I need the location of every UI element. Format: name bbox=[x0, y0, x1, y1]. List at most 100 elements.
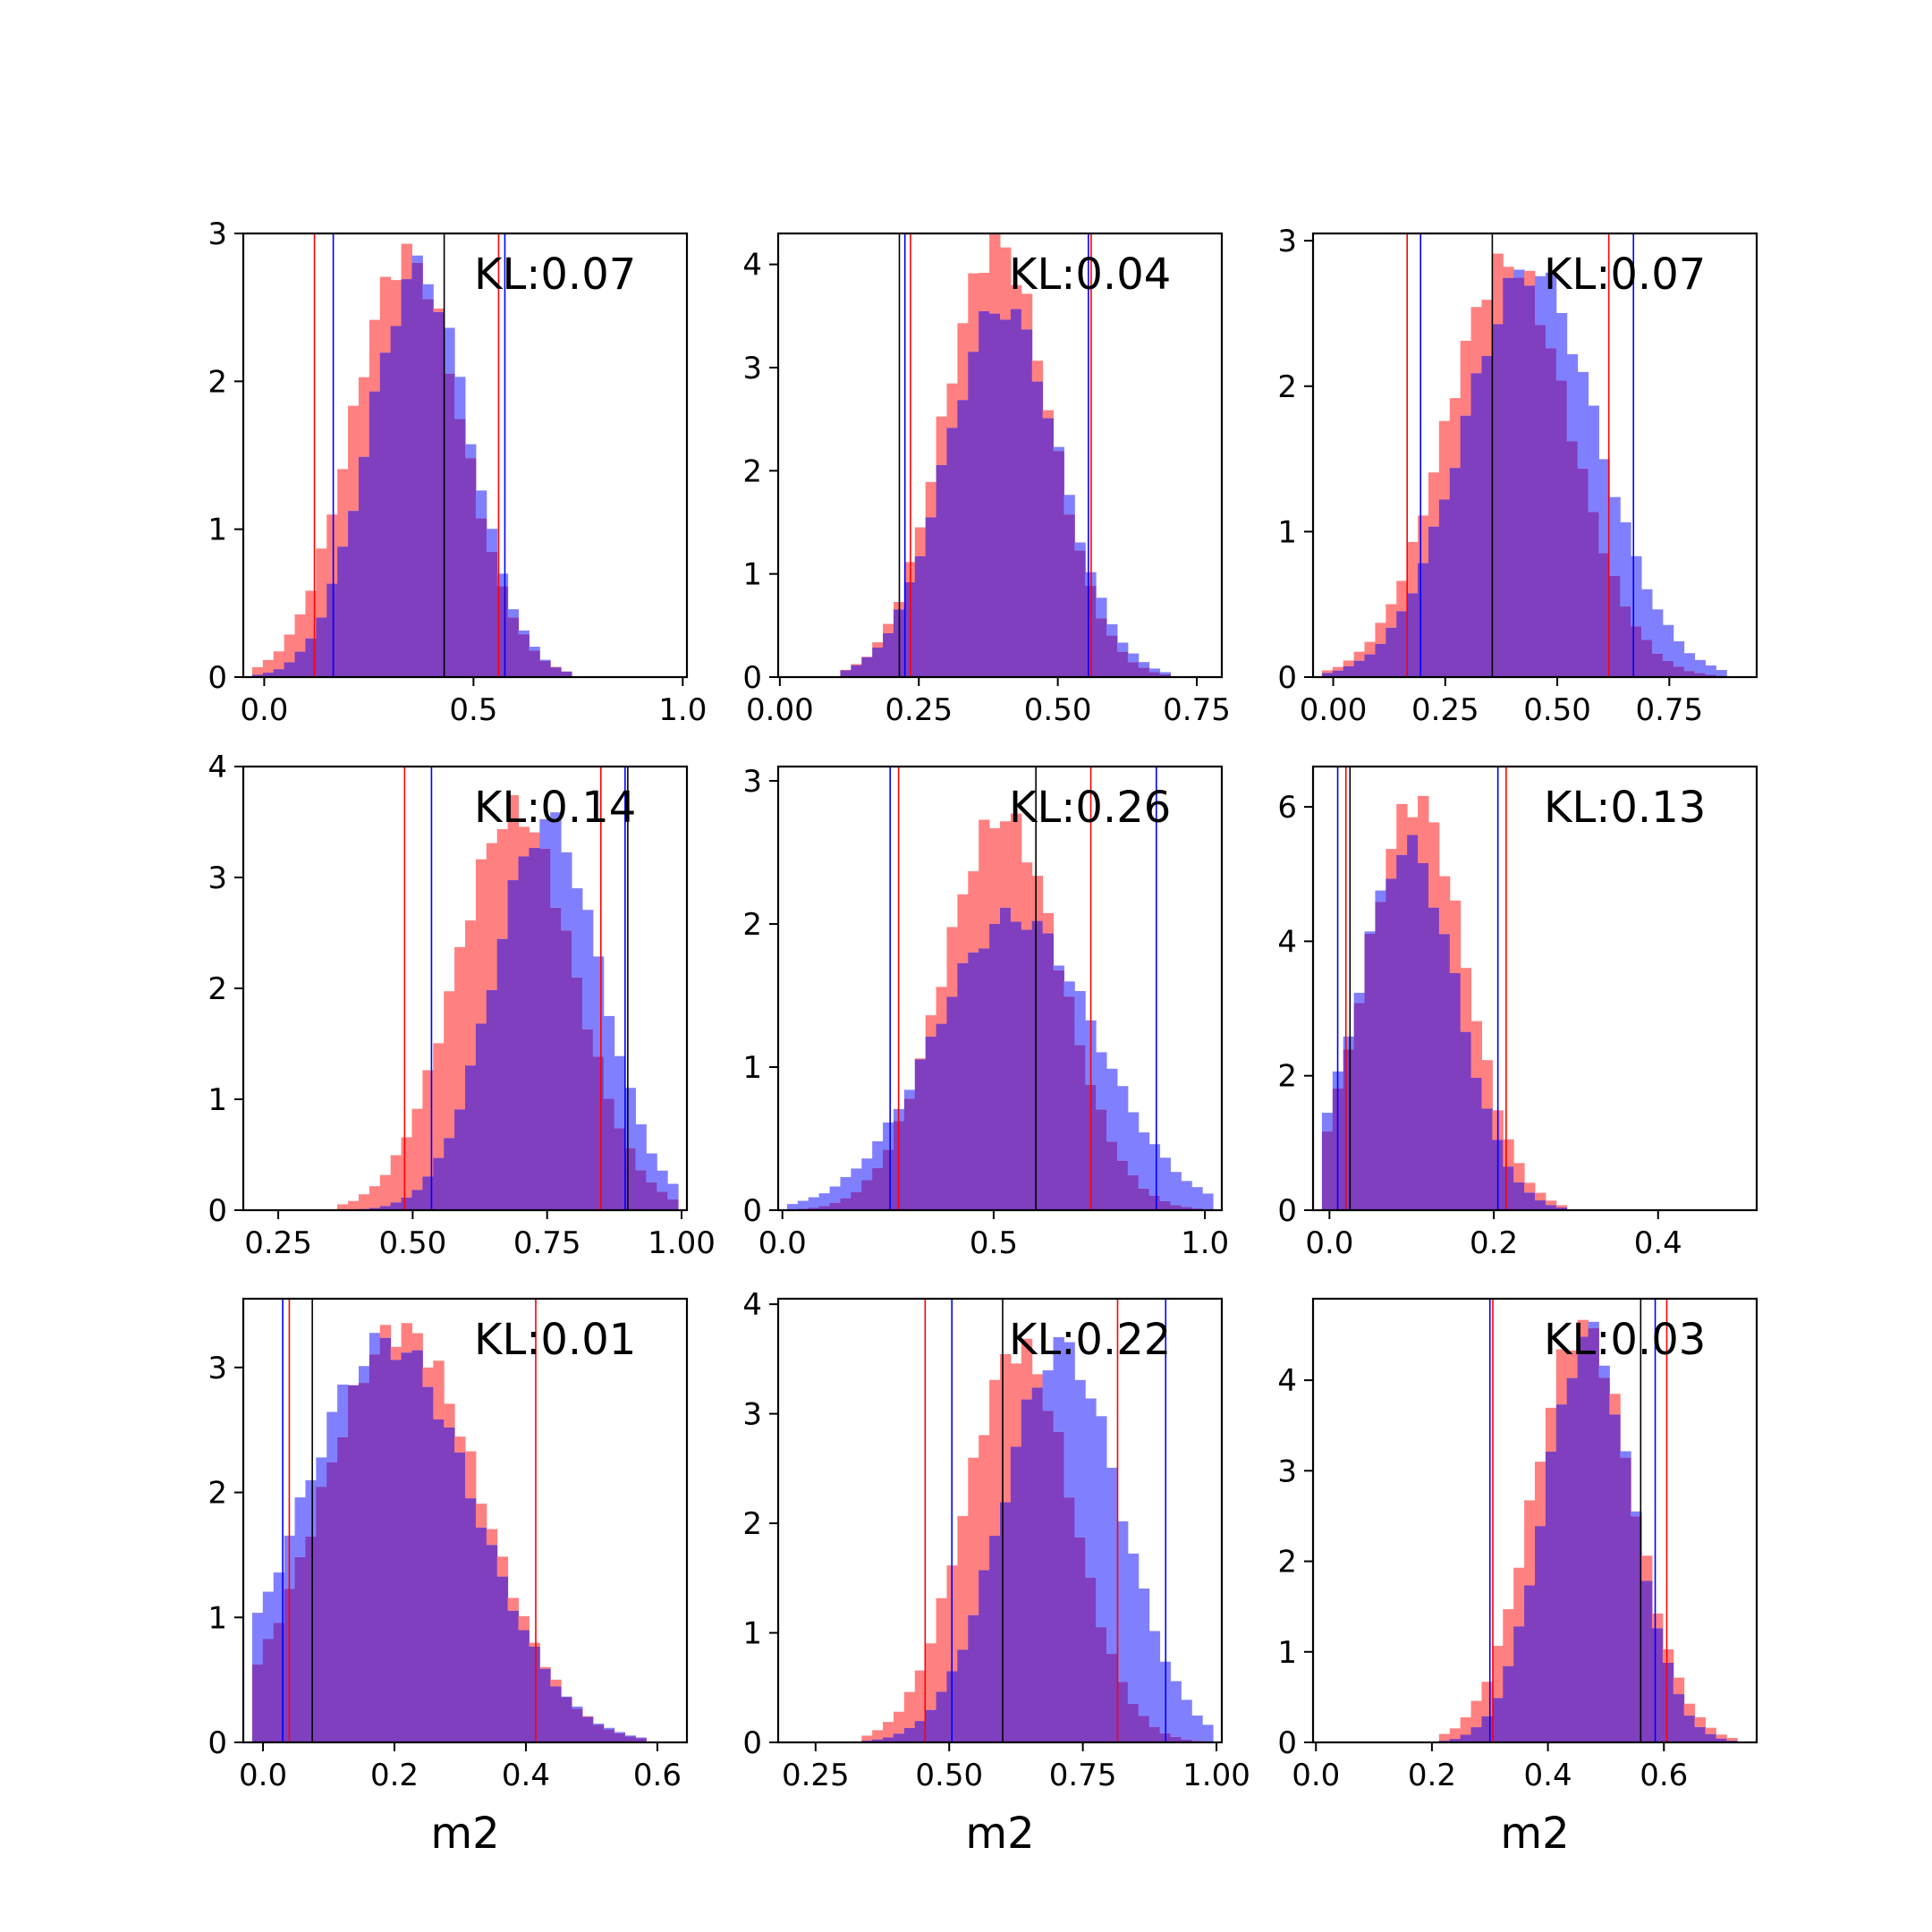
hist-bar-top bbox=[1588, 405, 1599, 513]
hist-bar-overlap bbox=[1116, 1682, 1129, 1742]
hist-bar-top bbox=[1609, 1394, 1621, 1415]
hist-bar-overlap bbox=[1598, 1377, 1610, 1742]
hist-bar-top bbox=[507, 1597, 520, 1611]
hist-bar-top bbox=[1460, 340, 1472, 416]
y-tick-label: 2 bbox=[1277, 1059, 1297, 1095]
hist-bar-overlap bbox=[1481, 356, 1493, 677]
hist-bar-overlap bbox=[903, 581, 916, 677]
hist-bar-top bbox=[1470, 1021, 1482, 1078]
hist-bar-overlap bbox=[861, 1180, 873, 1210]
hist-bar-overlap bbox=[1620, 1457, 1631, 1742]
hist-bar-top bbox=[390, 1155, 402, 1203]
y-tick-label: 1 bbox=[742, 1616, 762, 1652]
hist-bar-top bbox=[1074, 1379, 1086, 1538]
hist-bar-top bbox=[1683, 1703, 1696, 1716]
hist-bar-overlap bbox=[1609, 1414, 1621, 1742]
y-tick-label: 0 bbox=[208, 1725, 227, 1761]
x-tick-label: 0.0 bbox=[1305, 1225, 1353, 1261]
y-tick-label: 4 bbox=[208, 750, 227, 785]
hist-bar-overlap bbox=[1148, 1195, 1161, 1210]
hist-bar-overlap bbox=[422, 1386, 434, 1742]
hist-bar-top bbox=[872, 1730, 884, 1740]
kl-label: KL:0.14 bbox=[474, 783, 636, 833]
hist-bar-top bbox=[1651, 609, 1664, 654]
hist-bar-top bbox=[581, 910, 594, 1030]
y-tick-label: 4 bbox=[742, 1287, 762, 1323]
hist-bar-top bbox=[1042, 410, 1055, 419]
hist-bar-top bbox=[1694, 1716, 1706, 1727]
x-axis-label: m2 bbox=[430, 1809, 499, 1859]
hist-bar-overlap bbox=[1524, 285, 1536, 677]
hist-bar-top bbox=[1503, 267, 1514, 278]
x-tick-label: 0.0 bbox=[240, 692, 288, 728]
hist-bar-overlap bbox=[1620, 606, 1631, 677]
hist-bar-overlap bbox=[808, 1208, 820, 1210]
hist-bar-overlap bbox=[251, 674, 264, 677]
hist-bar-overlap bbox=[936, 1023, 947, 1210]
hist-bar-overlap bbox=[1042, 1411, 1055, 1742]
hist-bar-top bbox=[936, 416, 947, 465]
hist-bar-overlap bbox=[1662, 1662, 1674, 1742]
hist-bar-overlap bbox=[1566, 1377, 1579, 1742]
hist-bar-top bbox=[1159, 1157, 1171, 1201]
hist-bar-top bbox=[422, 1367, 434, 1387]
axes-frame bbox=[776, 1297, 1224, 1744]
x-tick-label: 0.00 bbox=[746, 692, 814, 728]
hist-bar-top bbox=[1535, 1192, 1546, 1201]
axes-frame bbox=[242, 1297, 689, 1744]
hist-bar-overlap bbox=[1116, 651, 1129, 677]
hist-bar-overlap bbox=[1555, 1207, 1568, 1210]
hist-bar-overlap bbox=[369, 1354, 381, 1742]
x-tick-label: 0.75 bbox=[513, 1225, 581, 1261]
hist-bar-overlap bbox=[957, 1649, 969, 1742]
hist-bar-top bbox=[797, 1200, 809, 1209]
hist-bar-top bbox=[829, 1186, 841, 1203]
hist-bar-top bbox=[337, 1204, 349, 1210]
hist-bar-top bbox=[989, 827, 1001, 924]
hist-bar-top bbox=[1418, 795, 1429, 864]
y-tick-label: 2 bbox=[208, 364, 227, 400]
hist-bar-top bbox=[518, 1615, 530, 1631]
hist-bar-overlap bbox=[390, 1360, 402, 1742]
hist-bar-top bbox=[572, 888, 583, 978]
hist-bar-overlap bbox=[539, 1668, 551, 1742]
hist-bar-overlap bbox=[486, 551, 498, 677]
hist-bar-overlap bbox=[1535, 325, 1546, 677]
hist-bar-overlap bbox=[1438, 934, 1451, 1210]
hist-bar-overlap bbox=[1683, 671, 1696, 677]
hist-bar-overlap bbox=[914, 1059, 927, 1210]
plot-area bbox=[1321, 795, 1568, 1210]
hist-bar-overlap bbox=[1138, 667, 1150, 677]
hist-bar-top bbox=[1159, 672, 1171, 675]
hist-bar-overlap bbox=[968, 952, 979, 1210]
hist-bar-top bbox=[936, 987, 947, 1024]
x-tick-label: 0.25 bbox=[885, 692, 953, 728]
hist-bar-overlap bbox=[561, 930, 572, 1210]
hist-bar-top bbox=[1513, 1567, 1525, 1627]
x-tick-label: 0.6 bbox=[1640, 1758, 1688, 1793]
hist-bar-top bbox=[550, 666, 562, 668]
hist-bar-top bbox=[379, 1174, 392, 1207]
hist-bar-overlap bbox=[989, 923, 1001, 1210]
hist-bar-overlap bbox=[262, 1639, 275, 1742]
subplot-5: 0.0 0.5 1.0 0 1 2 3 KL:0.26 bbox=[742, 764, 1229, 1261]
hist-bar-overlap bbox=[883, 632, 894, 677]
hist-bar-top bbox=[529, 1642, 540, 1647]
hist-bar-top bbox=[1063, 981, 1075, 997]
hist-bar-top bbox=[989, 1379, 1001, 1537]
y-tick-label: 4 bbox=[1277, 924, 1297, 960]
hist-bar-overlap bbox=[1503, 1166, 1514, 1210]
hist-bar-overlap bbox=[1375, 902, 1386, 1210]
hist-bar-top bbox=[379, 276, 392, 353]
hist-bar-overlap bbox=[1588, 1327, 1599, 1742]
hist-bar-top bbox=[379, 1325, 392, 1338]
hist-bar-top bbox=[422, 284, 434, 300]
axes-frame bbox=[776, 765, 1224, 1212]
y-tick-label: 2 bbox=[742, 453, 762, 489]
hist-bar-overlap bbox=[667, 1199, 679, 1210]
hist-bar-overlap bbox=[1375, 643, 1386, 677]
hist-bar-top bbox=[1407, 817, 1419, 835]
hist-bar-top bbox=[968, 1457, 979, 1615]
hist-bar-top bbox=[486, 1529, 498, 1546]
hist-bar-top bbox=[1428, 822, 1440, 908]
